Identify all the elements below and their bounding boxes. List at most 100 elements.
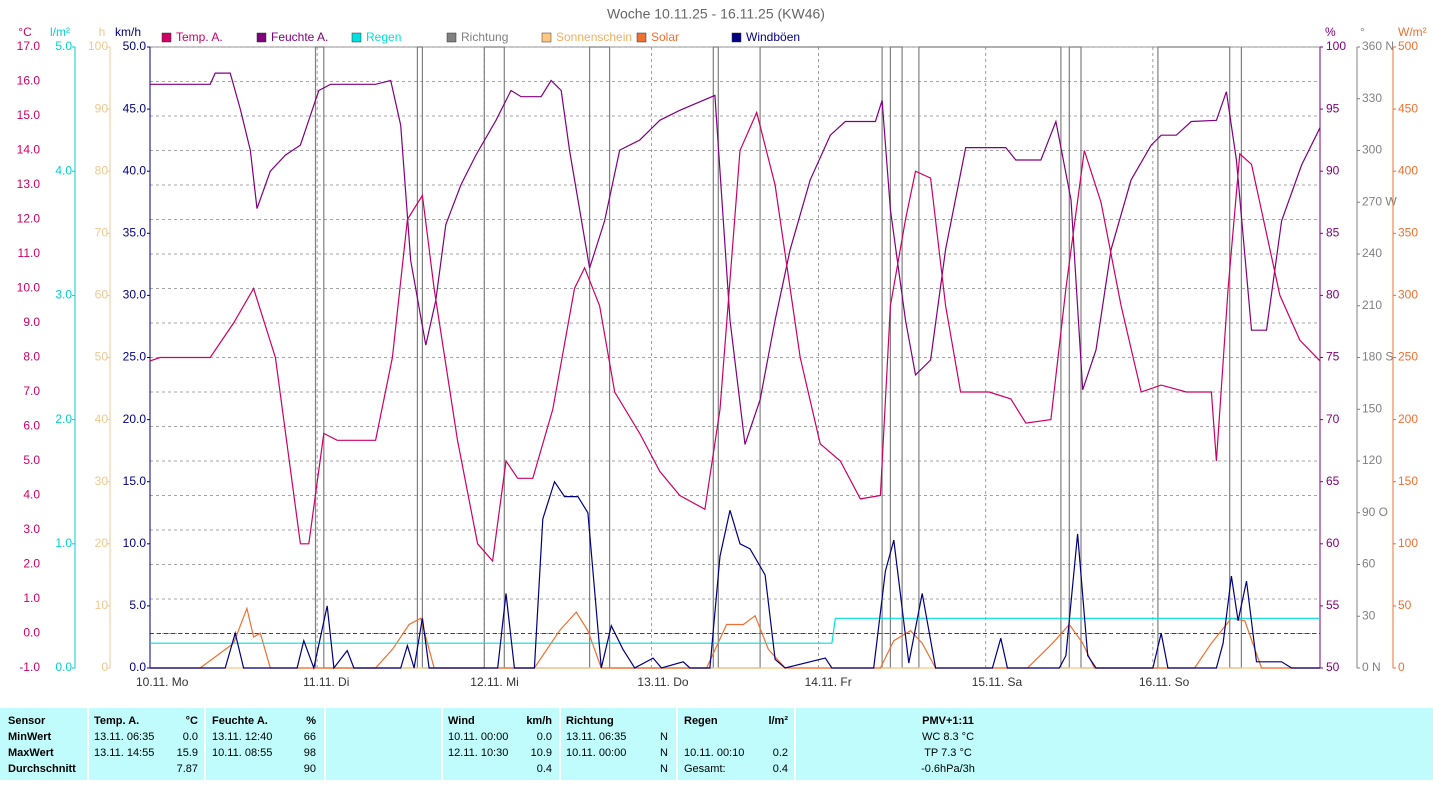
table-cell: 10.9 [531,747,552,759]
table-header: Regen [684,715,718,727]
table-header: Wind [448,715,475,727]
legend-swatch [731,32,742,43]
y-tick-label: 270 W [1362,194,1397,208]
x-tick-label: 11.11. Di [303,675,349,689]
x-tick-label: 12.11. Mi [470,675,518,689]
legend-label: Feuchte A. [271,30,328,44]
axis-unit: % [1325,25,1336,39]
axis-unit: ° [1360,25,1365,39]
y-tick-label: 90 [1326,163,1340,177]
legend-label: Richtung [461,30,508,44]
table-cell: 0.2 [773,747,788,759]
y-tick-label: 45.0 [123,101,147,115]
y-tick-label: 5.0 [23,453,40,467]
table-cell: 13.11. 12:40 [212,731,272,743]
table-header: Temp. A. [94,715,139,727]
legend-label: Regen [366,30,401,44]
table-cell: 15.9 [177,747,198,759]
legend-label: Solar [651,30,679,44]
y-tick-label: 11.0 [18,246,41,260]
y-tick-label: 3.0 [55,288,72,302]
y-tick-label: 120 [1362,453,1382,467]
y-tick-label: 90 [95,101,109,115]
y-tick-label: 70 [1326,412,1340,426]
y-tick-label: 20 [95,536,109,550]
axis-unit: °C [18,25,32,39]
y-tick-label: 95 [1326,101,1340,115]
legend-label: Windböen [746,30,800,44]
series-line [149,110,1321,563]
y-tick-label: 14.0 [17,143,41,157]
y-tick-label: 20.0 [123,412,147,426]
y-tick-label: 350 [1398,225,1418,239]
y-tick-label: 1.0 [23,591,40,605]
table-background [0,708,1433,780]
y-tick-label: 300 [1398,288,1418,302]
table-cell: MaxWert [8,747,54,759]
series-line [150,72,1321,445]
table-cell: 90 [304,763,316,775]
table-cell: 10.11. 00:00 [448,731,508,743]
y-tick-label: 240 [1362,246,1382,260]
legend-label: Temp. A. [176,30,223,44]
y-tick-label: 10 [95,598,109,612]
table-header: l/m² [768,715,788,727]
y-tick-label: -1.0 [19,660,40,674]
table-cell: 10.11. 00:10 [684,747,744,759]
y-tick-label: 330 [1362,91,1382,105]
x-tick-label: 16.11. So [1139,675,1190,689]
y-tick-label: 8.0 [23,350,40,364]
legend-swatch [161,32,172,43]
table-cell: TP 7.3 °C [924,747,972,759]
y-tick-label: 150 [1398,474,1418,488]
table-cell: MinWert [8,731,52,743]
axis-unit: h [99,25,106,39]
series-line [150,606,1320,669]
y-tick-label: 0 N [1362,660,1381,674]
y-tick-label: 360 N [1362,39,1394,53]
y-tick-label: 16.0 [17,74,41,88]
y-tick-label: 210 [1362,298,1382,312]
y-tick-label: 70 [95,225,109,239]
y-tick-label: 50.0 [123,39,147,53]
legend-swatch [446,32,457,43]
y-tick-label: 15.0 [17,108,41,122]
table-cell: N [660,747,668,759]
table-cell: 0.0 [183,731,198,743]
y-tick-label: 60 [95,288,109,302]
y-tick-label: 80 [1326,288,1340,302]
y-tick-label: 250 [1398,350,1418,364]
y-tick-label: 0.0 [55,660,72,674]
y-tick-label: 60 [1326,536,1340,550]
table-header: PMV+1:11 [922,715,974,727]
table-cell: 10.11. 08:55 [212,747,272,759]
x-tick-label: 10.11. Mo [136,675,189,689]
y-tick-label: 2.0 [55,412,72,426]
y-tick-label: 30 [1362,608,1376,622]
table-cell: WC 8.3 °C [922,731,974,743]
table-cell: Durchschnitt [8,763,76,775]
y-tick-label: 40.0 [123,163,147,177]
y-tick-label: 4.0 [55,163,72,177]
y-tick-label: 180 S [1362,350,1393,364]
y-tick-label: 60 [1362,557,1376,571]
y-tick-label: 50 [95,350,109,364]
y-tick-label: 9.0 [23,315,40,329]
y-tick-label: 200 [1398,412,1418,426]
chart-title: Woche 10.11.25 - 16.11.25 (KW46) [607,6,825,22]
table-header: Sensor [8,715,46,727]
table-cell: 66 [304,731,316,743]
y-tick-label: 1.0 [55,536,72,550]
y-tick-label: 65 [1326,474,1340,488]
table-header: % [306,715,316,727]
legend-swatch [636,32,647,43]
y-tick-label: 17.0 [17,39,41,53]
y-tick-label: 15.0 [123,474,147,488]
y-tick-label: 50 [1326,660,1340,674]
y-tick-label: 85 [1326,225,1340,239]
y-tick-label: 100 [88,39,108,53]
y-tick-label: 30.0 [123,288,147,302]
table-cell: 13.11. 06:35 [94,731,154,743]
y-tick-label: 100 [1398,536,1418,550]
